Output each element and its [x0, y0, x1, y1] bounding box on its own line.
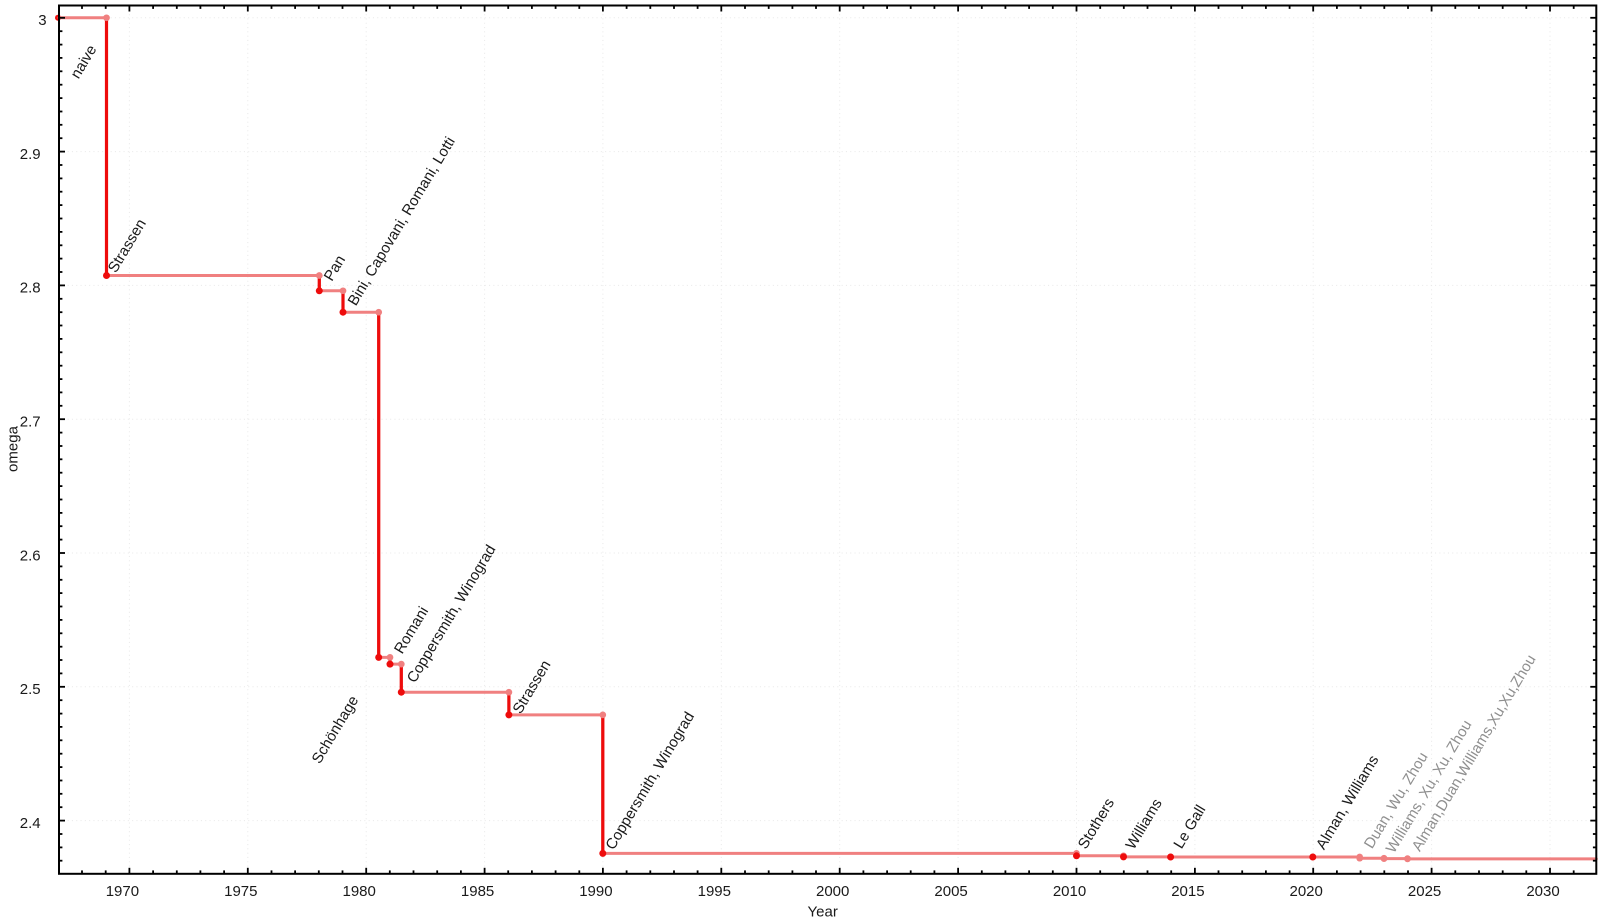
- svg-text:2.9: 2.9: [20, 146, 41, 163]
- svg-text:Year: Year: [808, 904, 838, 920]
- svg-text:2020: 2020: [1290, 883, 1323, 900]
- svg-text:1985: 1985: [461, 883, 494, 900]
- svg-text:2.7: 2.7: [20, 414, 41, 431]
- svg-text:1970: 1970: [106, 883, 139, 900]
- svg-text:2.5: 2.5: [20, 681, 41, 698]
- svg-text:2.8: 2.8: [20, 280, 41, 297]
- svg-text:2.6: 2.6: [20, 547, 41, 564]
- svg-text:1975: 1975: [224, 883, 257, 900]
- svg-text:2010: 2010: [1053, 883, 1086, 900]
- svg-text:2015: 2015: [1171, 883, 1204, 900]
- svg-text:3: 3: [38, 12, 46, 29]
- svg-text:2000: 2000: [816, 883, 849, 900]
- svg-text:2.4: 2.4: [20, 815, 41, 832]
- svg-text:2030: 2030: [1526, 883, 1559, 900]
- svg-text:1995: 1995: [698, 883, 731, 900]
- svg-text:2005: 2005: [934, 883, 967, 900]
- svg-text:1990: 1990: [579, 883, 612, 900]
- svg-text:omega: omega: [5, 425, 22, 472]
- svg-text:2025: 2025: [1408, 883, 1441, 900]
- svg-text:1980: 1980: [343, 883, 376, 900]
